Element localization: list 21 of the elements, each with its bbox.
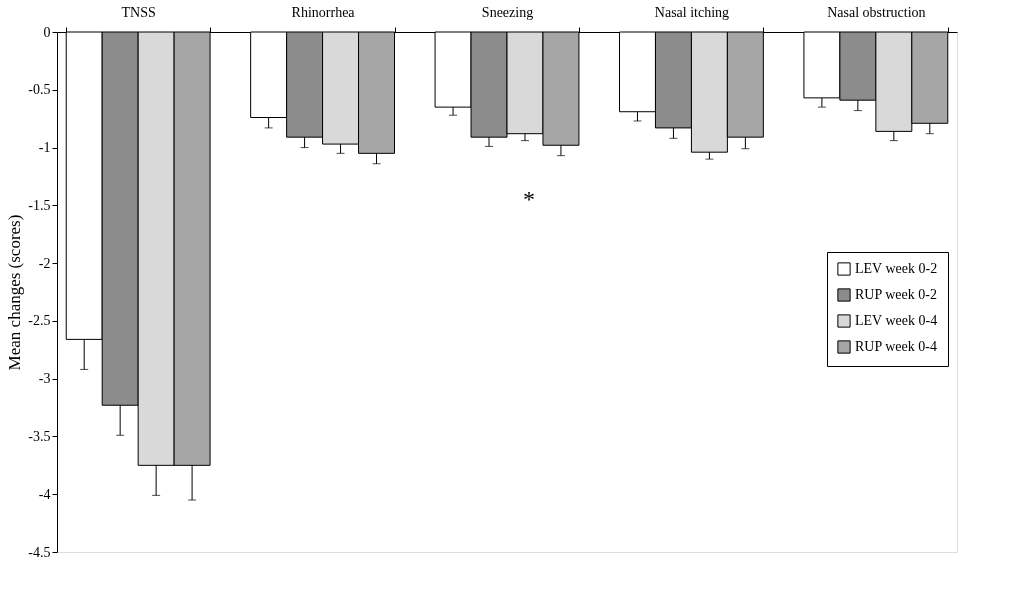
y-tick-label: 0	[43, 24, 51, 40]
x-tick-label: Nasal itching	[654, 4, 730, 20]
y-tick-label: -4.5	[28, 544, 51, 560]
y-tick-label: -0.5	[28, 82, 51, 98]
y-tick-label: -2	[38, 255, 51, 271]
y-axis-title: Mean changes (scores)	[5, 214, 25, 371]
y-tick-label: -1.5	[28, 197, 51, 213]
legend-label: LEV week 0-2	[855, 261, 938, 276]
y-tick-label: -3.5	[28, 428, 51, 444]
x-tick-label: Nasal obstruction	[827, 4, 926, 20]
x-tick-label: Sneezing	[481, 4, 534, 20]
legend-label: RUP week 0-2	[855, 287, 937, 302]
x-tick-label: Rhinorrhea	[291, 4, 356, 20]
x-tick-label: TNSS	[121, 4, 156, 20]
y-tick-label: -1	[38, 140, 51, 156]
y-tick-label: -4	[38, 486, 51, 502]
annotation: *	[523, 186, 535, 212]
y-tick-label: -3	[38, 371, 51, 387]
legend-label: LEV week 0-4	[855, 313, 938, 328]
legend-label: RUP week 0-4	[855, 339, 937, 354]
y-tick-label: -2.5	[28, 313, 51, 329]
